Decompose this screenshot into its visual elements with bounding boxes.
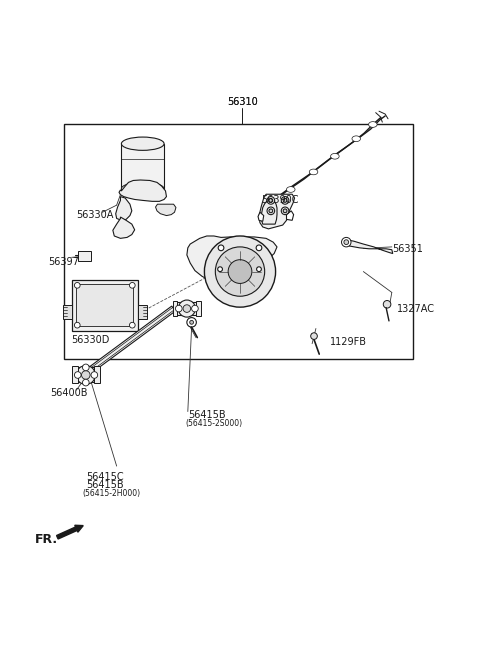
Circle shape [283, 209, 287, 213]
Circle shape [283, 198, 287, 202]
Circle shape [74, 372, 81, 378]
Ellipse shape [352, 136, 360, 141]
Polygon shape [173, 301, 178, 316]
Polygon shape [121, 144, 164, 189]
Circle shape [267, 196, 275, 204]
Polygon shape [72, 367, 78, 383]
Polygon shape [63, 305, 72, 319]
Circle shape [281, 207, 289, 215]
Polygon shape [174, 302, 200, 315]
Circle shape [183, 305, 191, 312]
Text: 56415C: 56415C [86, 472, 123, 482]
Circle shape [176, 306, 182, 312]
Circle shape [218, 267, 222, 271]
Circle shape [74, 283, 80, 288]
Circle shape [218, 245, 224, 251]
Circle shape [256, 245, 262, 251]
Circle shape [204, 236, 276, 307]
Ellipse shape [121, 182, 164, 195]
Circle shape [83, 379, 89, 386]
Polygon shape [119, 180, 167, 201]
Text: 56310: 56310 [227, 97, 258, 107]
Circle shape [216, 247, 264, 296]
Text: 56330A: 56330A [76, 210, 114, 219]
Circle shape [190, 321, 193, 325]
Polygon shape [73, 367, 98, 382]
Polygon shape [343, 239, 393, 254]
Polygon shape [287, 211, 294, 220]
Circle shape [76, 365, 96, 384]
Text: (56415-2H000): (56415-2H000) [83, 489, 141, 498]
Ellipse shape [287, 187, 295, 193]
Text: 56397: 56397 [48, 257, 79, 267]
Text: 56415B: 56415B [188, 410, 226, 420]
Polygon shape [187, 236, 277, 283]
Polygon shape [261, 200, 277, 224]
Circle shape [179, 300, 195, 317]
Text: FR.: FR. [35, 533, 58, 546]
Text: 1129FB: 1129FB [330, 337, 367, 347]
Polygon shape [226, 280, 252, 301]
Bar [78, 251, 91, 261]
Bar [64, 124, 413, 359]
Text: (56415-2S000): (56415-2S000) [185, 419, 242, 428]
Polygon shape [156, 204, 176, 215]
FancyArrow shape [57, 525, 83, 539]
Circle shape [344, 240, 348, 244]
Text: 56351: 56351 [392, 244, 423, 254]
Text: 56390C: 56390C [261, 195, 299, 206]
Circle shape [281, 196, 289, 204]
Text: 56330D: 56330D [72, 335, 110, 345]
Circle shape [83, 364, 89, 371]
Text: 56415B: 56415B [86, 480, 123, 490]
Circle shape [91, 372, 97, 378]
Circle shape [257, 267, 261, 271]
Ellipse shape [331, 154, 339, 159]
Bar [72, 280, 138, 331]
Circle shape [74, 323, 80, 328]
Circle shape [269, 209, 273, 213]
Polygon shape [116, 196, 132, 220]
Text: 56310: 56310 [227, 97, 258, 107]
Polygon shape [196, 301, 201, 316]
Polygon shape [259, 194, 295, 229]
Ellipse shape [121, 137, 164, 150]
Text: 1327AC: 1327AC [396, 304, 434, 313]
Ellipse shape [369, 122, 377, 127]
Circle shape [311, 332, 317, 340]
Ellipse shape [309, 169, 318, 175]
Circle shape [82, 371, 90, 379]
Circle shape [384, 300, 391, 308]
Circle shape [187, 317, 196, 327]
Bar [76, 284, 133, 326]
Circle shape [228, 260, 252, 283]
Circle shape [267, 207, 275, 215]
Circle shape [130, 323, 135, 328]
Circle shape [342, 237, 351, 247]
Circle shape [269, 198, 273, 202]
Circle shape [192, 306, 198, 312]
Polygon shape [90, 306, 175, 371]
Text: 56400B: 56400B [50, 388, 88, 397]
Polygon shape [94, 367, 99, 383]
Circle shape [130, 283, 135, 288]
Polygon shape [138, 305, 146, 319]
Polygon shape [113, 217, 135, 238]
Polygon shape [258, 212, 264, 221]
